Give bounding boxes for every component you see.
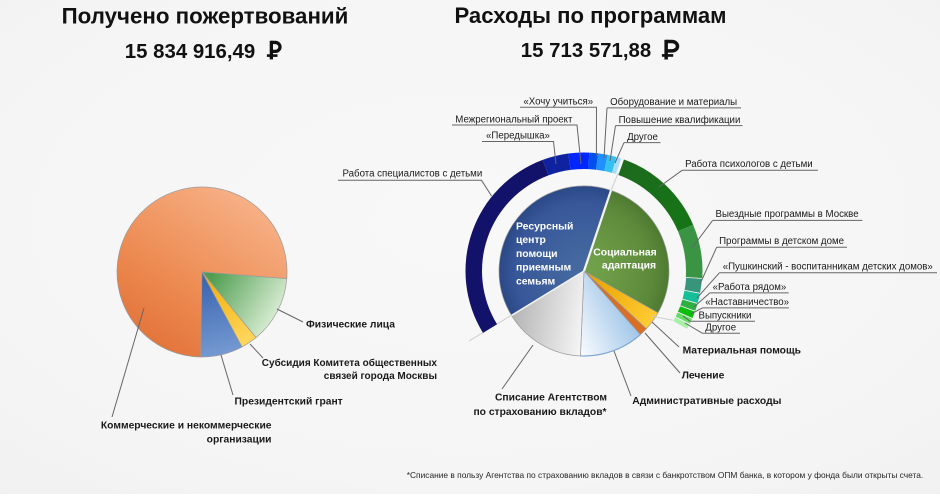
svg-text:Выездные программы в Москве: Выездные программы в Москве [716, 209, 859, 220]
svg-text:Списание Агентством: Списание Агентством [495, 392, 607, 403]
svg-text:организации: организации [207, 435, 272, 446]
svg-text:Президентский грант: Президентский грант [235, 397, 343, 408]
svg-text:Повышение квалификации: Повышение квалификации [619, 115, 741, 126]
svg-text:Субсидия Комитета общественных: Субсидия Комитета общественных [262, 357, 438, 369]
svg-text:помощи: помощи [516, 249, 558, 260]
svg-text:Получено пожертвований: Получено пожертвований [62, 4, 349, 29]
svg-text:Социальная: Социальная [593, 248, 657, 259]
svg-text:Административные расходы: Административные расходы [632, 396, 781, 407]
svg-text:«Пушкинский - воспитанникам де: «Пушкинский - воспитанникам детских домо… [723, 262, 933, 273]
svg-text:Другое: Другое [627, 132, 658, 143]
svg-text:Выпускники: Выпускники [699, 311, 752, 322]
svg-text:15 713 571,88: 15 713 571,88 [521, 40, 651, 62]
svg-text:*Списание в пользу Агентства п: *Списание в пользу Агентства по страхова… [407, 470, 924, 480]
svg-text:центр: центр [516, 235, 546, 246]
svg-text:«Передышка»: «Передышка» [486, 131, 550, 142]
svg-text:«Работа рядом»: «Работа рядом» [713, 282, 787, 293]
svg-text:Работа психологов с детьми: Работа психологов с детьми [685, 159, 813, 170]
svg-text:Оборудование и материалы: Оборудование и материалы [610, 97, 737, 108]
svg-text:«Хочу учиться»: «Хочу учиться» [523, 97, 593, 108]
svg-text:Ресурсный: Ресурсный [516, 222, 573, 233]
svg-text:Межрегиональный проект: Межрегиональный проект [455, 115, 573, 126]
svg-text:Лечение: Лечение [682, 371, 725, 382]
svg-text:приемным: приемным [516, 263, 571, 274]
svg-text:«Наставничество»: «Наставничество» [705, 297, 789, 308]
svg-text:15 834 916,49: 15 834 916,49 [125, 41, 255, 63]
svg-text:связей города Москвы: связей города Москвы [324, 371, 437, 382]
svg-text:Другое: Другое [705, 322, 736, 333]
svg-text:Программы в детском доме: Программы в детском доме [719, 236, 844, 247]
svg-text:Расходы по программам: Расходы по программам [454, 3, 726, 28]
svg-text:Работа специалистов с детьми: Работа специалистов с детьми [343, 169, 483, 180]
svg-text:адаптация: адаптация [602, 261, 656, 272]
svg-text:семьям: семьям [516, 276, 555, 287]
svg-text:Коммерческие и некоммерческие: Коммерческие и некоммерческие [101, 421, 272, 432]
svg-text:Физические лица: Физические лица [306, 320, 395, 331]
svg-text:Материальная помощь: Материальная помощь [683, 346, 801, 357]
svg-text:по страхованию вкладов*: по страхованию вкладов* [473, 407, 606, 418]
